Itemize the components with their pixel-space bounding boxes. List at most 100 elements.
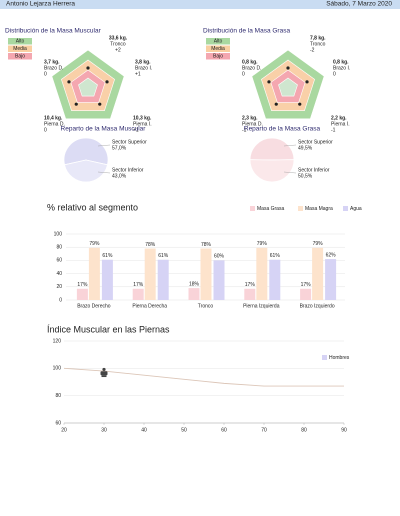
segment-mass: 3,7 kg. — [44, 59, 60, 65]
x-tick-label: 40 — [141, 427, 147, 433]
x-tick-label: Pierna Derecha — [132, 303, 167, 309]
segment-mass: 10,3 kg. — [133, 115, 152, 121]
bar — [157, 259, 169, 300]
bar-value-label: 61% — [102, 253, 113, 259]
legend-swatch — [206, 38, 230, 45]
bar — [188, 288, 200, 300]
bar — [312, 247, 324, 300]
segment-mass: 0,8 kg. — [242, 59, 258, 65]
bar — [244, 288, 256, 300]
bar-value-label: 17% — [133, 282, 144, 288]
segment-mass: 0,8 kg. — [333, 59, 349, 65]
legend-label: Alto — [16, 39, 25, 45]
series-line — [63, 367, 344, 387]
segment-name: Brazo I. — [333, 65, 350, 71]
marker-part — [100, 371, 108, 376]
patient-name: Antonio Lejarza Herrera — [6, 1, 75, 8]
y-tick-label: 40 — [56, 271, 62, 277]
y-tick-label: 120 — [53, 338, 62, 344]
segment-dot — [98, 102, 102, 106]
leader-line — [283, 171, 297, 174]
bar — [213, 260, 225, 300]
y-tick-label: 20 — [56, 284, 62, 290]
segment-name: Pierna D. — [44, 121, 65, 127]
pie-category: Sector Superior — [112, 139, 147, 145]
bar — [256, 247, 268, 300]
x-tick-label: 20 — [61, 427, 67, 433]
section-title: Distribución de la Masa Grasa — [203, 28, 290, 35]
bar-value-label: 17% — [301, 282, 312, 288]
pie-category: Sector Inferior — [112, 167, 144, 173]
pentagon-band — [278, 77, 298, 97]
x-tick-label: 90 — [341, 427, 347, 433]
y-tick-label: 0 — [59, 297, 62, 303]
segment-name: Pierna I. — [331, 121, 350, 127]
pie-category: Sector Inferior — [298, 167, 330, 173]
segment-level: 0 — [242, 71, 245, 77]
segment-level: -2 — [310, 47, 315, 53]
marker-part — [101, 375, 107, 378]
pie-slice — [64, 159, 108, 183]
segment-level: +1 — [135, 71, 141, 77]
y-tick-label: 100 — [53, 366, 62, 372]
legend-swatch — [206, 45, 230, 52]
segment-level: -1 — [242, 127, 247, 133]
x-tick-label: 30 — [101, 427, 107, 433]
segment-name: Brazo I. — [135, 65, 152, 71]
x-tick-label: 70 — [261, 427, 267, 433]
x-tick-label: Tronco — [198, 303, 214, 309]
y-tick-label: 60 — [55, 420, 61, 426]
x-tick-label: 50 — [181, 427, 187, 433]
bar-value-label: 61% — [270, 253, 281, 259]
legend-swatch — [343, 206, 348, 211]
legend-swatch — [8, 53, 32, 60]
x-tick-label: Brazo Izquierdo — [300, 303, 335, 309]
patient-marker — [100, 367, 108, 378]
legend-swatch — [298, 206, 303, 211]
legend-label: Alto — [214, 39, 223, 45]
segment-mass: 2,2 kg. — [331, 115, 347, 121]
bar-value-label: 18% — [189, 281, 200, 287]
bar — [269, 259, 281, 300]
pentagon-band — [78, 77, 98, 97]
bar-value-label: 79% — [257, 241, 268, 247]
legend-swatch — [322, 355, 327, 360]
y-tick-label: 60 — [56, 258, 62, 264]
legend-swatch — [206, 53, 230, 60]
legend-label: Hombres — [329, 355, 350, 361]
segment-dot — [305, 80, 309, 84]
segment-dot — [267, 80, 271, 84]
section-title: Distribución de la Masa Muscular — [5, 28, 102, 35]
segment-dot — [67, 80, 71, 84]
legend-label: Media — [13, 46, 27, 52]
pie-category: Sector Superior — [298, 139, 333, 145]
bar — [101, 259, 113, 300]
bar-value-label: 60% — [214, 254, 225, 260]
leader-line — [97, 171, 111, 174]
bar — [76, 288, 88, 300]
header-band — [0, 0, 400, 9]
bar — [144, 248, 156, 300]
segment-mass: 3,8 kg. — [135, 59, 151, 65]
pie-title: Reparto de la Masa Grasa — [244, 126, 321, 133]
segment-name: Pierna D. — [242, 121, 263, 127]
segment-name: Tronco — [110, 41, 126, 47]
segment-mass: 33,6 kg. — [109, 35, 128, 41]
legend-label: Bajo — [15, 54, 25, 60]
pie-slice — [249, 159, 295, 183]
bar — [132, 288, 144, 300]
y-tick-label: 100 — [54, 231, 63, 237]
legend-label: Agua — [350, 206, 362, 212]
leader-line — [97, 144, 111, 147]
bar — [200, 248, 212, 300]
x-tick-label: Brazo Derecho — [77, 303, 111, 309]
segment-mass: 7,8 kg. — [310, 35, 326, 41]
pie-value-label: 43,0% — [112, 173, 127, 179]
segment-level: -1 — [331, 127, 336, 133]
bar-value-label: 61% — [158, 253, 169, 259]
segment-level: +2 — [115, 47, 121, 53]
legend-label: Masa Magra — [305, 206, 333, 212]
segment-name: Pierna I. — [133, 121, 152, 127]
